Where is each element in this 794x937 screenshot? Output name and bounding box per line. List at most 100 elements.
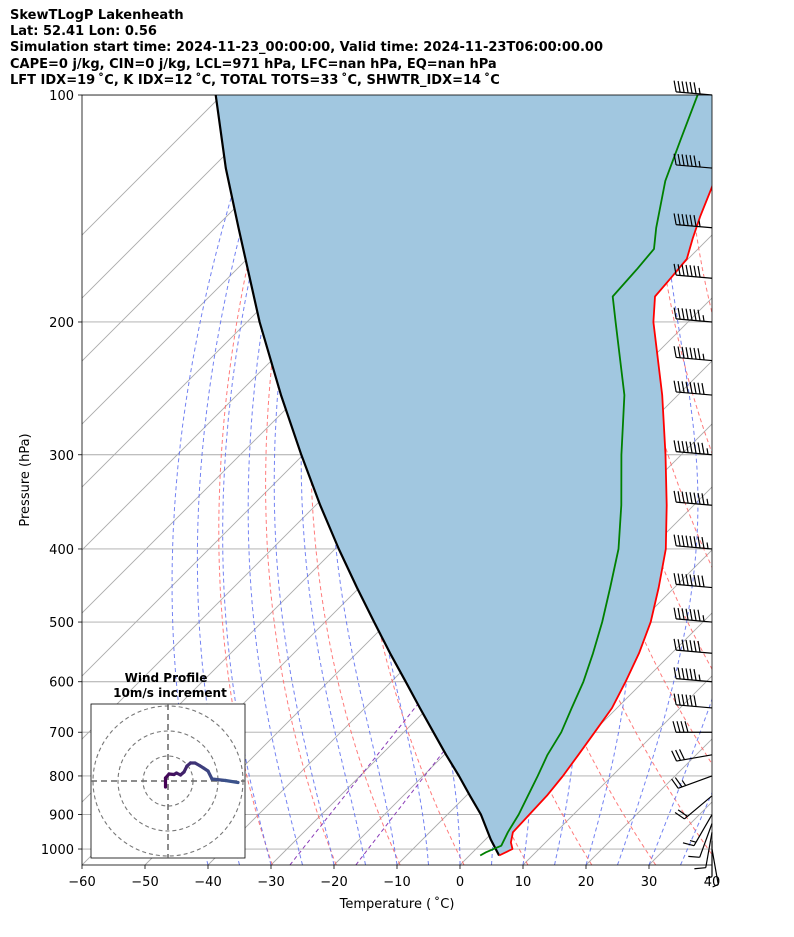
moist-adiabat [171,95,265,865]
wind-barb-flag [697,442,701,454]
wind-barb-flag [689,640,693,652]
wind-barb-shaft [676,318,713,323]
wind-barb-flag [689,265,693,277]
wind-barb-flag [673,693,677,705]
wind-barb-flag [693,669,697,681]
wind-barb-flag [693,640,697,652]
wind-barb-flag [673,573,677,585]
x-tick-label: −30 [257,875,284,890]
wind-barb-flag [681,491,685,503]
wind-barb-flag [701,493,705,505]
wind-barb-flag [693,492,697,504]
parcel-line [214,95,501,857]
wind-barb-shaft [676,501,713,506]
wind-barb-flag [689,308,693,321]
wind-barb-flag [697,348,701,360]
wind-barb-flag [689,214,693,227]
time-line: Simulation start time: 2024-11-23_00:00:… [10,40,603,56]
wind-barb-flag [693,265,697,277]
isotherm-line [82,95,286,299]
wind-barb-half-flag [698,674,701,681]
wind-barb-flag [677,153,681,166]
wind-barb-flag [675,749,682,761]
y-tick-label: 400 [49,543,74,558]
wind-barb-shaft [684,795,713,820]
wind-barb-flag [697,536,701,549]
wind-barb-flag [697,265,701,278]
wind-barb-flag [685,694,689,706]
wind-barb-half-flag [681,780,687,786]
dewpoint-line [479,95,699,857]
hodograph-trace [223,778,240,785]
x-axis-label: Temperature ( ˚C) [339,896,455,912]
wind-barb-flag [673,346,677,358]
wind-barb-shaft [711,848,719,885]
wind-barb [672,721,712,733]
wind-barb-flag [681,667,685,680]
moist-adiabat [711,863,712,865]
wind-barb-flag [677,440,681,453]
moist-adiabat [247,95,317,865]
wind-barb-flag [689,535,693,548]
wind-barb-flag [685,535,689,547]
wind-barb-half-flag [702,315,705,322]
wind-barb [694,832,713,870]
wind-barb-shaft [676,164,713,169]
wind-barb-flag [685,574,689,586]
x-tick-label: 10 [515,875,532,890]
wind-barb [711,848,719,888]
wind-barb-flag [673,534,677,546]
hodograph-subtitle: 10m/s increment [113,686,227,700]
chart-header: SkewTLogP Lakenheath Lat: 52.41 Lon: 0.5… [10,8,603,89]
wind-barb-shaft [676,391,713,396]
dry-adiabat [511,95,712,856]
wind-barb-flag [693,309,697,321]
isotherm-line [711,864,712,865]
mixing-ratio-line [289,681,437,865]
wind-barb-flag [677,809,688,817]
wind-barb-flag [697,309,701,322]
wind-barb-flag [681,639,685,651]
wind-barb-flag [685,308,689,320]
wind-barb-flag [681,154,685,166]
wind-barb-flag [701,575,705,587]
location-line: Lat: 52.41 Lon: 0.56 [10,24,157,40]
wind-barb-shaft [705,832,713,868]
wind-barb-shaft [676,704,713,709]
wind-barb [673,573,713,589]
wind-barb [673,80,713,96]
dry-adiabat [650,95,712,455]
x-tick-label: −50 [131,875,158,890]
dry-adiabat [782,95,794,865]
y-tick-label: 100 [49,89,74,104]
y-tick-label: 700 [49,726,74,741]
wind-barb-flag [677,639,681,651]
wind-barb-flag [684,721,689,733]
wind-barb-flag [673,440,677,452]
wind-barb-flag [681,81,685,93]
stability-line: CAPE=0 j/kg, CIN=0 j/kg, LCL=971 hPa, LF… [10,56,497,72]
y-tick-label: 800 [49,770,74,785]
wind-barb-half-flag [712,883,719,888]
wind-barb-flag [673,490,677,503]
wind-barb-flag [697,382,701,395]
wind-barb-shaft [676,274,713,279]
wind-barb-half-flag [702,353,705,360]
wind-barb [682,814,713,847]
wind-barbs [671,80,719,888]
y-tick-label: 300 [49,449,74,464]
wind-barb-flag [677,667,681,680]
wind-barb [673,307,713,323]
wind-barb-flag [673,380,677,393]
chart-title: SkewTLogP Lakenheath [10,8,184,23]
wind-barb-flag [671,750,678,762]
wind-barb-half-flag [706,498,709,505]
wind-barb-flag [681,346,685,359]
cape-cin-fill [215,95,712,856]
wind-barb-flag [672,721,677,733]
temperature-line [498,184,712,857]
wind-barb-shaft [693,814,713,846]
wind-barb-flag [685,154,689,167]
